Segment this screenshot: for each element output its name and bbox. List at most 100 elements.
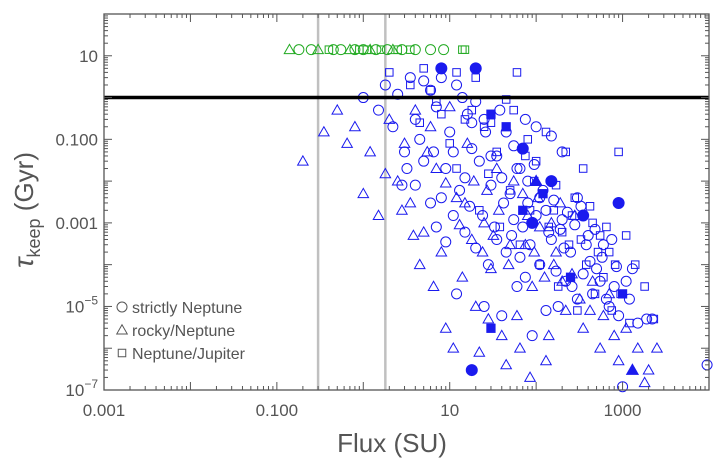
data-point-strictly-neptune: [565, 246, 577, 258]
data-point-neptune-jupiter: [523, 135, 533, 144]
data-point-strictly-neptune: [623, 293, 635, 305]
data-point-rocky-neptune: [430, 162, 443, 173]
data-point-rocky-neptune: [364, 145, 377, 157]
data-point-strictly-neptune: [514, 163, 526, 175]
data-point-rocky-neptune: [458, 196, 472, 208]
legend: strictly Neptune rocky/Neptune Neptune/Jup…: [115, 300, 246, 363]
data-point-rocky-neptune: [533, 220, 546, 232]
data-point-neptune-jupiter: [573, 306, 582, 315]
data-point-rocky-neptune: [612, 354, 625, 366]
data-point-neptune-jupiter: [602, 222, 611, 232]
data-point-rocky-neptune: [650, 341, 664, 353]
data-point-rocky-neptune: [453, 218, 466, 230]
data-point-rocky-neptune: [407, 229, 420, 240]
data-point-neptune-jupiter: [531, 156, 541, 166]
data-point-strictly-neptune: [597, 239, 609, 251]
data-point-rocky-neptune: [573, 292, 586, 304]
data-point-strictly-neptune: [469, 62, 482, 75]
data-point-neptune-jupiter: [525, 206, 535, 215]
data-point-neptune-jupiter: [567, 211, 577, 220]
data-point-strictly-neptune: [447, 210, 459, 222]
data-point-rocky-neptune: [620, 322, 633, 333]
y-axis-label-unit: (Gyr): [9, 152, 39, 218]
data-point-neptune-jupiter: [385, 68, 394, 77]
data-point-neptune-jupiter: [505, 186, 515, 195]
data-point-neptune-jupiter: [458, 45, 467, 54]
data-point-strictly-neptune: [569, 219, 581, 231]
data-point-strictly-neptune: [508, 140, 520, 152]
data-point-rocky-neptune: [583, 304, 597, 315]
x-tick-label: 0.001: [83, 401, 126, 420]
data-point-strictly-neptune: [293, 44, 305, 56]
data-point-neptune-jupiter: [484, 169, 493, 179]
data-point-neptune-jupiter: [541, 127, 551, 137]
data-point-strictly-neptune: [500, 126, 512, 138]
data-point-rocky-neptune: [500, 358, 513, 370]
data-point-neptune-jupiter: [501, 95, 511, 104]
data-point-strictly-neptune: [451, 288, 463, 300]
data-point-strictly-neptune: [399, 146, 411, 158]
data-point-neptune-jupiter: [471, 73, 480, 82]
data-point-strictly-neptune: [524, 239, 536, 251]
x-tick-label: 0.100: [256, 401, 299, 420]
data-point-rocky-neptune: [545, 216, 558, 228]
data-point-rocky-neptune: [495, 329, 508, 341]
data-point-neptune-jupiter: [599, 272, 608, 282]
data-point-strictly-neptune: [606, 234, 618, 246]
data-point-strictly-neptune: [519, 271, 531, 283]
data-point-strictly-neptune: [440, 236, 452, 248]
y-axis-label-subscript: keep: [24, 218, 44, 257]
data-point-rocky-neptune: [404, 196, 417, 208]
data-point-strictly-neptune: [494, 104, 506, 116]
data-point-strictly-neptune: [534, 259, 546, 271]
data-point-neptune-jupiter: [475, 206, 484, 215]
data-point-rocky-neptune: [417, 225, 430, 237]
data-point-strictly-neptune: [473, 155, 485, 167]
data-point-strictly-neptune: [608, 281, 620, 293]
data-point-rocky-neptune: [435, 245, 448, 257]
data-point-rocky-neptune: [608, 329, 621, 341]
data-point-neptune-jupiter: [509, 105, 518, 115]
data-point-rocky-neptune: [577, 322, 590, 333]
data-point-strictly-neptune: [613, 310, 625, 322]
data-point-strictly-neptune: [504, 188, 516, 200]
data-point-strictly-neptune: [459, 226, 471, 238]
data-point-strictly-neptune: [620, 275, 632, 287]
data-point-neptune-jupiter: [406, 45, 415, 54]
data-point-rocky-neptune: [456, 270, 469, 282]
data-point-strictly-neptune: [530, 121, 542, 133]
data-point-rocky-neptune: [469, 300, 482, 311]
data-point-strictly-neptune: [617, 381, 629, 393]
data-point-rocky-neptune: [642, 363, 655, 375]
data-point-neptune-jupiter: [467, 105, 477, 115]
data-point-strictly-neptune: [305, 44, 317, 56]
data-point-neptune-jupiter: [649, 314, 659, 324]
data-point-strictly-neptune: [552, 300, 564, 312]
data-point-strictly-neptune: [577, 268, 589, 280]
data-point-strictly-neptune: [496, 310, 508, 322]
data-point-strictly-neptune: [357, 44, 369, 56]
data-point-neptune-jupiter: [561, 147, 570, 157]
data-point-strictly-neptune: [508, 214, 520, 226]
data-point-strictly-neptune: [517, 221, 529, 233]
data-point-strictly-neptune: [587, 288, 599, 300]
data-point-neptune-jupiter: [564, 240, 574, 249]
data-point-strictly-neptune: [466, 143, 478, 155]
data-point-neptune-jupiter: [460, 115, 470, 124]
data-point-strictly-neptune: [425, 44, 437, 56]
data-point-neptune-jupiter: [625, 318, 634, 328]
data-point-rocky-neptune: [283, 43, 296, 55]
data-point-neptune-jupiter: [590, 289, 600, 299]
data-point-strictly-neptune: [373, 104, 385, 116]
data-point-strictly-neptune: [526, 330, 538, 342]
data-point-rocky-neptune: [631, 341, 644, 353]
data-point-neptune-jupiter: [486, 109, 496, 119]
data-point-neptune-jupiter: [551, 180, 561, 190]
data-points: [283, 43, 713, 393]
data-point-neptune-jupiter: [640, 282, 649, 291]
data-point-rocky-neptune: [331, 103, 344, 115]
data-point-neptune-jupiter: [426, 85, 435, 95]
legend-marker-triangle: [115, 323, 129, 335]
data-point-rocky-neptune: [597, 309, 610, 321]
data-point-rocky-neptune: [531, 191, 545, 203]
